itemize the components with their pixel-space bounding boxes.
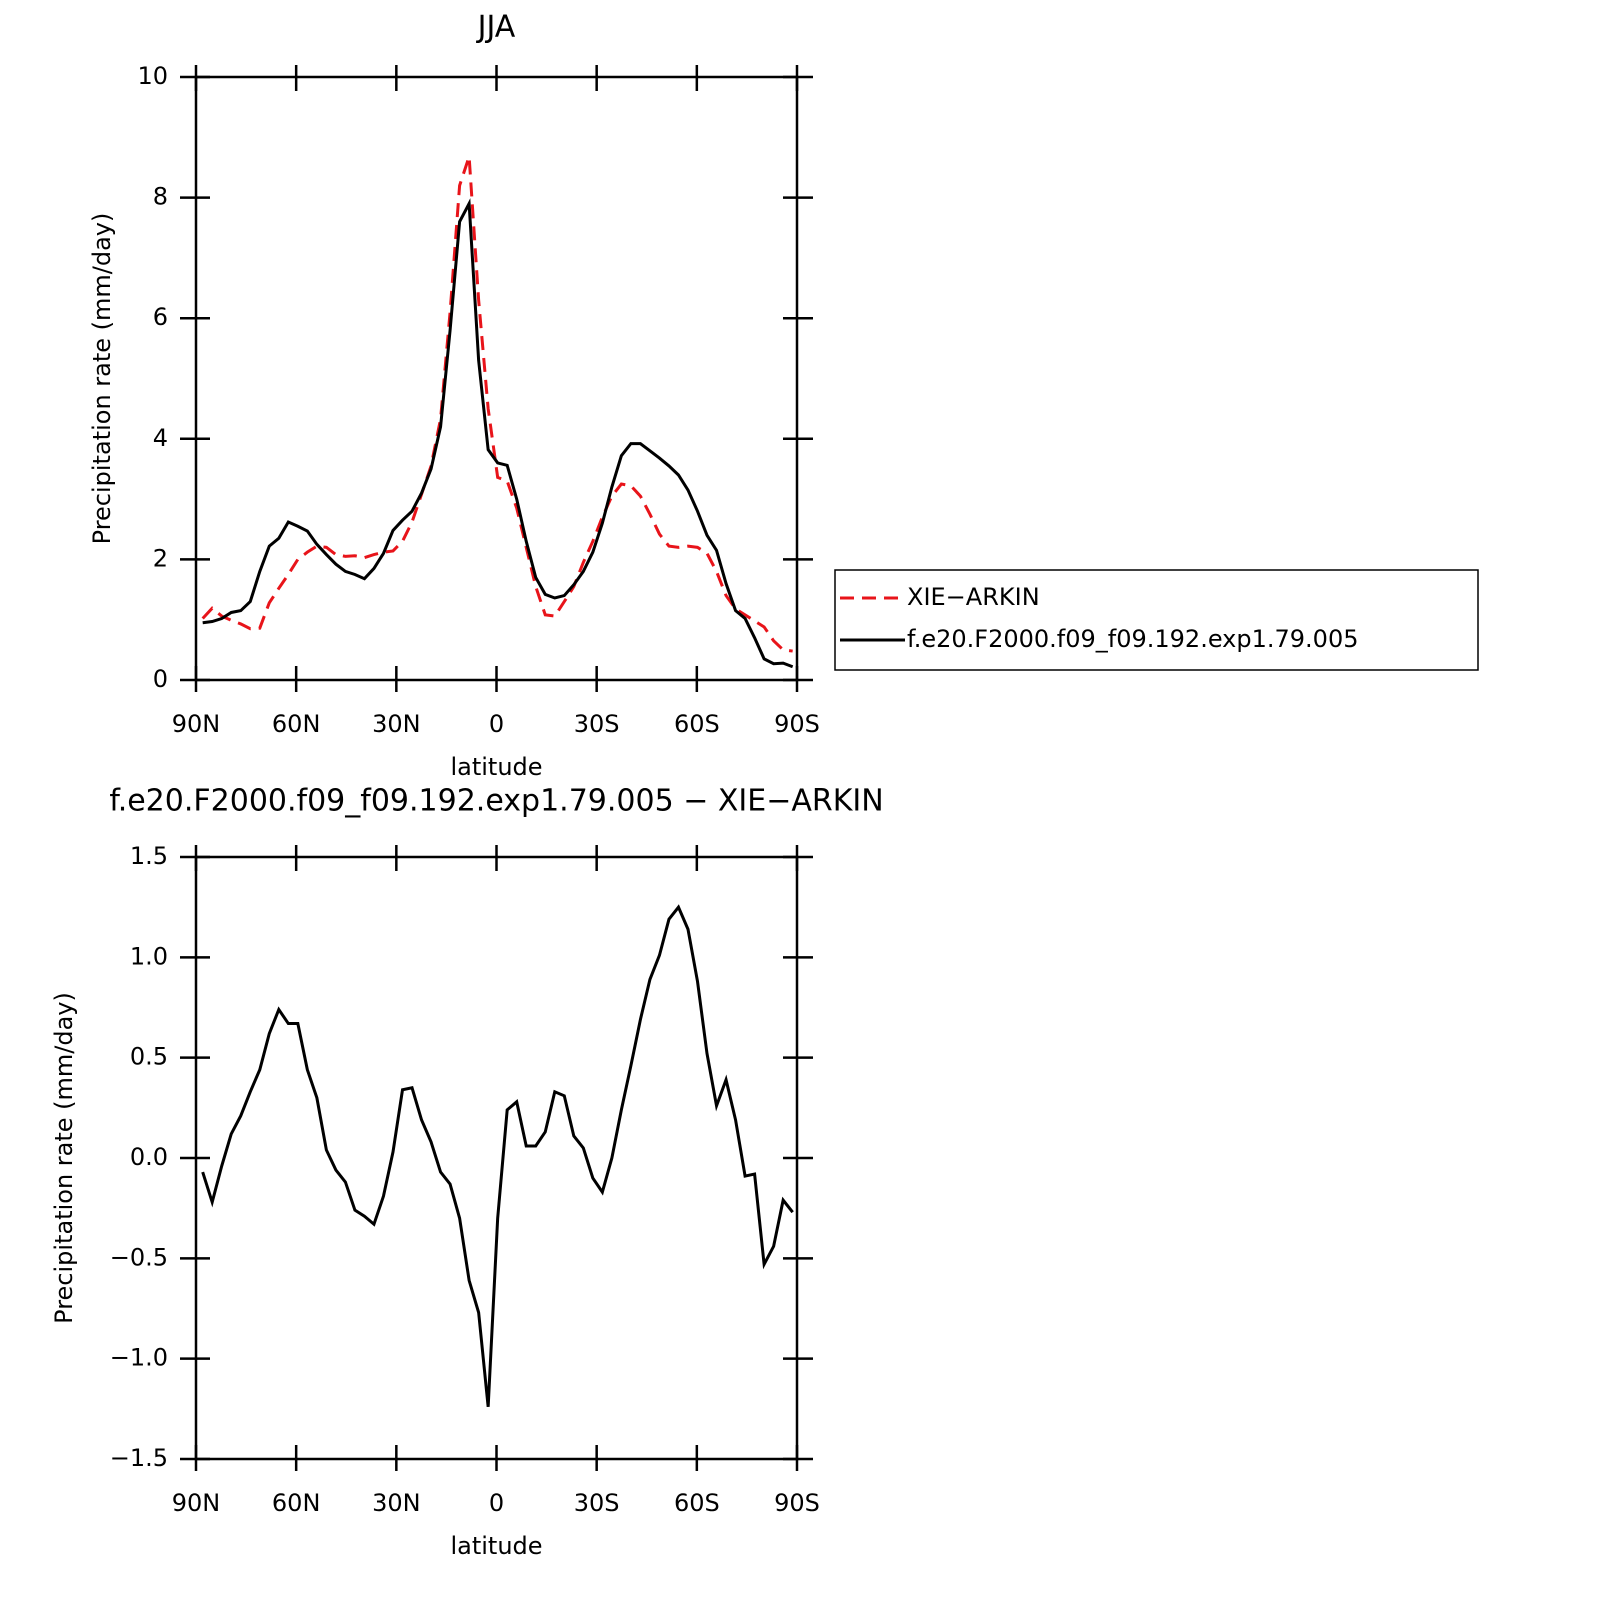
y-tick-label: 6 — [153, 303, 168, 331]
x-tick-label: 30N — [372, 710, 421, 738]
y-tick-label: 0 — [153, 665, 168, 693]
y-tick-label: 10 — [137, 62, 168, 90]
y-tick-label: 0.5 — [130, 1043, 168, 1071]
y-axis-title: Precipitation rate (mm/day) — [88, 213, 116, 545]
y-tick-label: 1.5 — [130, 842, 168, 870]
data-line — [201, 904, 794, 1407]
x-tick-label: 30S — [574, 710, 620, 738]
x-tick-label: 60S — [674, 710, 720, 738]
y-tick-label: 0.0 — [130, 1143, 168, 1171]
legend-box — [834, 569, 1479, 671]
y-tick-label: 4 — [153, 424, 168, 452]
chart-title: f.e20.F2000.f09_f09.192.exp1.79.005 − XI… — [109, 784, 883, 819]
y-tick-label: −0.5 — [110, 1243, 168, 1271]
legend-label: XIE−ARKIN — [907, 583, 1040, 611]
x-tick-label: 60S — [674, 1489, 720, 1517]
y-tick-label: 1.0 — [130, 942, 168, 970]
legend-label: f.e20.F2000.f09_f09.192.exp1.79.005 — [907, 625, 1358, 653]
x-tick-label: 0 — [489, 1489, 504, 1517]
y-tick-label: −1.5 — [110, 1444, 168, 1472]
x-tick-label: 60N — [272, 710, 321, 738]
plot-frame — [194, 855, 799, 1461]
data-line — [201, 156, 793, 653]
x-tick-label: 0 — [489, 710, 504, 738]
x-tick-label: 30S — [574, 1489, 620, 1517]
x-tick-label: 90S — [774, 1489, 820, 1517]
data-line — [202, 198, 794, 669]
y-tick-label: 8 — [153, 183, 168, 211]
x-tick-label: 90N — [172, 710, 221, 738]
y-tick-label: 2 — [153, 544, 168, 572]
x-tick-label: 60N — [272, 1489, 321, 1517]
x-tick-label: 30N — [372, 1489, 421, 1517]
y-tick-label: −1.0 — [110, 1344, 168, 1372]
x-tick-label: 90N — [172, 1489, 221, 1517]
x-axis-title: latitude — [450, 753, 542, 781]
plot-frame — [194, 75, 799, 682]
x-tick-label: 90S — [774, 710, 820, 738]
x-axis-title: latitude — [450, 1532, 542, 1560]
chart-title: JJA — [476, 10, 516, 45]
y-axis-title: Precipitation rate (mm/day) — [50, 992, 78, 1324]
